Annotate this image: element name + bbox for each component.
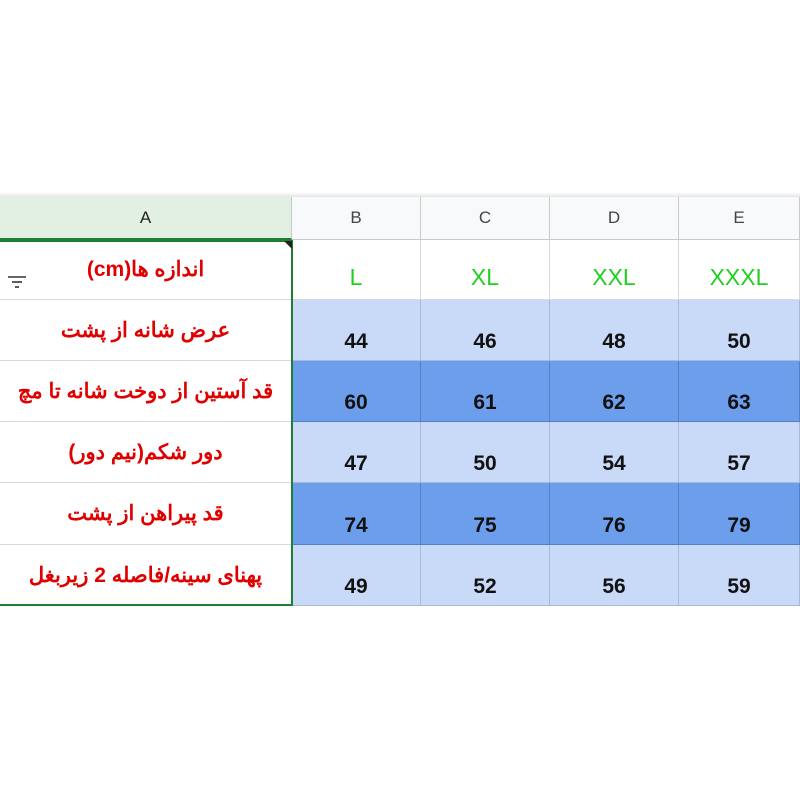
value-cell[interactable]: 50 bbox=[679, 300, 800, 361]
column-header[interactable]: D bbox=[550, 197, 679, 240]
column-header[interactable]: E bbox=[679, 197, 800, 240]
value-cell[interactable]: 57 bbox=[679, 422, 800, 483]
header-cell[interactable]: اندازه ها(cm) bbox=[0, 240, 292, 300]
header-cell[interactable]: XXL bbox=[550, 240, 679, 300]
header-cell[interactable]: XXXL bbox=[679, 240, 800, 300]
column-header[interactable]: A bbox=[0, 197, 292, 240]
row-label[interactable]: دور شکم(نیم دور) bbox=[0, 422, 292, 483]
value-cell[interactable]: 60 bbox=[292, 361, 421, 422]
value-cell[interactable]: 44 bbox=[292, 300, 421, 361]
value-cell[interactable]: 48 bbox=[550, 300, 679, 361]
value-cell[interactable]: 56 bbox=[550, 545, 679, 606]
value-cell[interactable]: 75 bbox=[421, 483, 550, 545]
value-cell[interactable]: 63 bbox=[679, 361, 800, 422]
value-cell[interactable]: 46 bbox=[421, 300, 550, 361]
column-header[interactable]: B bbox=[292, 197, 421, 240]
corner-marker bbox=[284, 241, 292, 249]
value-cell[interactable]: 50 bbox=[421, 422, 550, 483]
toolbar-shadow bbox=[0, 192, 800, 197]
header-cell[interactable]: XL bbox=[421, 240, 550, 300]
value-cell[interactable]: 62 bbox=[550, 361, 679, 422]
filter-icon[interactable] bbox=[6, 274, 28, 290]
value-cell[interactable]: 52 bbox=[421, 545, 550, 606]
row-label[interactable]: پهنای سینه/فاصله 2 زیربغل bbox=[0, 545, 292, 606]
value-cell[interactable]: 61 bbox=[421, 361, 550, 422]
row-label[interactable]: قد آستین از دوخت شانه تا مچ bbox=[0, 361, 292, 422]
row-label[interactable]: قد پیراهن از پشت bbox=[0, 483, 292, 545]
value-cell[interactable]: 74 bbox=[292, 483, 421, 545]
column-header[interactable]: C bbox=[421, 197, 550, 240]
value-cell[interactable]: 79 bbox=[679, 483, 800, 545]
value-cell[interactable]: 47 bbox=[292, 422, 421, 483]
value-cell[interactable]: 59 bbox=[679, 545, 800, 606]
value-cell[interactable]: 76 bbox=[550, 483, 679, 545]
value-cell[interactable]: 54 bbox=[550, 422, 679, 483]
value-cell[interactable]: 49 bbox=[292, 545, 421, 606]
header-cell[interactable]: L bbox=[292, 240, 421, 300]
row-label[interactable]: عرض شانه از پشت bbox=[0, 300, 292, 361]
